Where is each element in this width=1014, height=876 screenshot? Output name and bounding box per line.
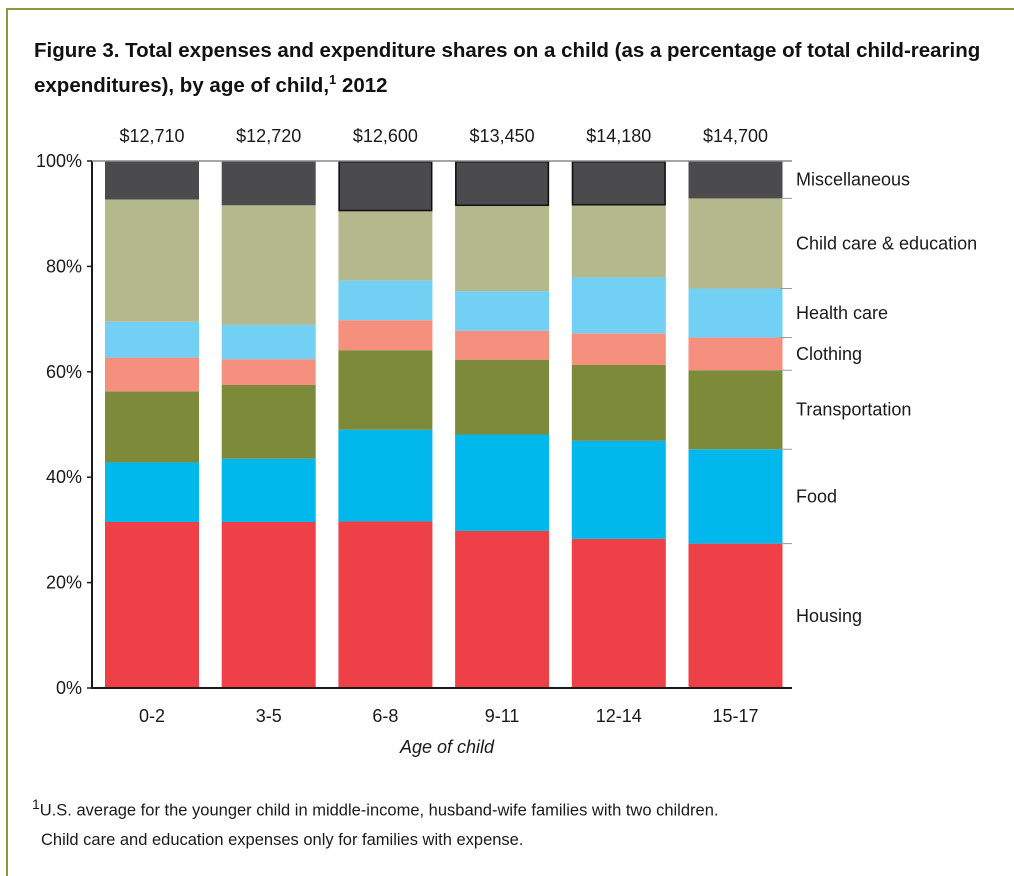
bar-total-label: $12,720 [236, 126, 301, 146]
footnote-line-1: 1U.S. average for the younger child in m… [32, 790, 992, 826]
bar-segment [571, 333, 666, 365]
bar-segment [455, 205, 550, 292]
bar-segment [338, 521, 433, 688]
footnote-line-2: Child care and education expenses only f… [41, 830, 524, 849]
bar-segment [688, 161, 783, 199]
bar-segment [105, 321, 199, 358]
bar-segment [455, 291, 550, 331]
bar-segment [338, 161, 433, 211]
bar-segment [105, 391, 199, 463]
bar-segment [105, 521, 199, 688]
bar-segment [455, 161, 550, 206]
y-tick-label: 40% [46, 467, 82, 487]
legend-label-4: Health care [796, 303, 888, 323]
footnote-text-1: U.S. average for the younger child in mi… [39, 801, 719, 820]
legend-label-1: Food [796, 486, 837, 506]
bar-segment [571, 204, 666, 278]
y-tick-label: 80% [46, 256, 82, 276]
title-year: 2012 [336, 73, 388, 97]
bar-stack-6-8 [338, 161, 433, 688]
x-tick-label: 15-17 [712, 706, 758, 726]
footnote-marker: 1 [32, 796, 40, 812]
bar-segment [338, 280, 433, 321]
bar-segment [455, 359, 550, 435]
title-text: Figure 3. Total expenses and expenditure… [34, 39, 981, 97]
bar-stack-9-11 [455, 161, 550, 688]
bar-total-label: $12,600 [353, 126, 418, 146]
bar-segment [221, 161, 316, 206]
legend-label-2: Transportation [796, 400, 911, 420]
legend-label-3: Clothing [796, 344, 862, 364]
bar-segment [105, 199, 199, 322]
bar-segment [338, 429, 433, 522]
x-tick-label: 12-14 [596, 706, 642, 726]
y-tick-label: 20% [46, 573, 82, 593]
bar-segment [688, 288, 783, 338]
title-footnote-marker: 1 [329, 72, 337, 87]
bar-segment [688, 198, 783, 289]
bar-stack-12-14 [571, 161, 666, 688]
bar-segment [338, 210, 433, 281]
bar-segment [571, 538, 666, 688]
bar-segment [221, 324, 316, 360]
x-tick-label: 6-8 [372, 706, 398, 726]
legend-label-5: Child care & education [796, 233, 977, 253]
bar-segment [455, 330, 550, 360]
legend-label-0: Housing [796, 606, 862, 626]
bar-segment [338, 350, 433, 430]
y-tick-label: 0% [56, 678, 82, 698]
legend-label-6: Miscellaneous [796, 170, 910, 190]
bar-total-label: $12,710 [119, 126, 184, 146]
bar-segment [688, 337, 783, 371]
bar-segment [688, 449, 783, 544]
bar-segment [221, 384, 316, 459]
bar-segment [221, 521, 316, 688]
figure-title: Figure 3. Total expenses and expenditure… [34, 36, 994, 100]
bar-segment [455, 530, 550, 688]
x-tick-label: 9-11 [485, 706, 520, 726]
footnote: 1U.S. average for the younger child in m… [32, 790, 992, 855]
bar-segment [571, 440, 666, 539]
bar-segment [455, 434, 550, 531]
x-axis-title: Age of child [399, 737, 495, 757]
bar-segment [571, 277, 666, 334]
y-tick-label: 60% [46, 362, 82, 382]
bar-segment [221, 205, 316, 325]
bar-segment [338, 320, 433, 351]
x-tick-label: 0-2 [139, 706, 165, 726]
x-tick-label: 3-5 [256, 706, 282, 726]
bar-segment [105, 161, 199, 200]
bar-stack-15-17 [688, 161, 783, 688]
bar-total-label: $13,450 [470, 126, 535, 146]
bar-segment [105, 357, 199, 392]
bar-segment [221, 359, 316, 385]
bar-segment [571, 364, 666, 441]
bar-stack-0-2 [105, 161, 199, 688]
bar-segment [571, 161, 666, 205]
bar-stack-3-5 [221, 161, 316, 688]
bar-total-label: $14,700 [703, 126, 768, 146]
bar-segment [688, 543, 783, 688]
y-tick-label: 100% [36, 151, 82, 171]
bar-segment [105, 462, 199, 522]
bar-segment [221, 458, 316, 522]
bar-total-label: $14,180 [586, 126, 651, 146]
figure-frame [6, 8, 1014, 876]
bar-segment [688, 370, 783, 450]
